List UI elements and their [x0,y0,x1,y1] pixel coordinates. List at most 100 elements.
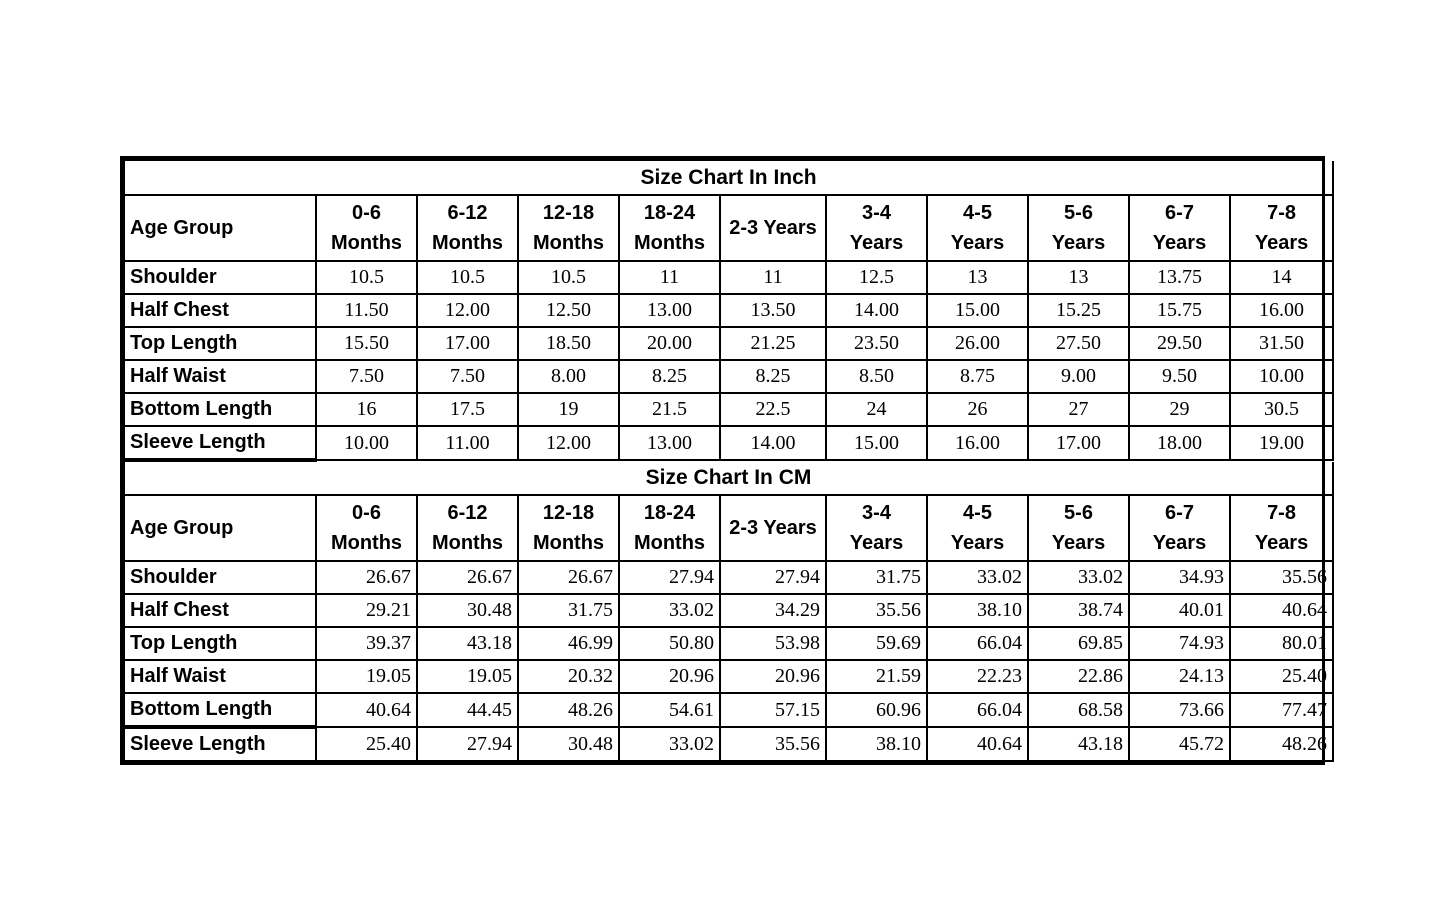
table-cell: 8.25 [618,359,721,394]
table-row: Half Chest 29.21 30.48 31.75 33.02 34.29 35.56… [123,593,1335,628]
size-chart-sheet: Size Chart In Inch Age Group 0-6 Months 6-1… [120,156,1335,765]
table-cell: 13 [1027,260,1130,295]
column-header-line: 3-4 [862,502,891,524]
table-cell: 73.66 [1128,692,1231,728]
table-cell: 46.99 [517,626,620,661]
column-header-line: 6-12 [447,202,488,224]
row-label: Bottom Length [123,392,317,427]
table-cell: 35.56 [1228,560,1335,595]
size-chart-cm-table: Size Chart In CM Age Group 0-6 Months 6-12 M… [122,462,1335,762]
column-header: 0-6 Months [315,194,418,262]
row-label: Bottom Length [123,692,317,729]
table-row: Top Length 15.50 17.00 18.50 20.00 21.25 23.50… [123,326,1335,361]
table-cell: 16.00 [926,425,1029,461]
table-cell: 19.05 [315,659,418,694]
table-cell: 27.50 [1027,326,1130,361]
corner-label: Age Group [123,494,317,562]
table-cell: 21.25 [719,326,827,361]
column-header-line: Years [1152,232,1207,254]
table-cell: 29 [1128,392,1231,427]
table-cell: 16 [315,392,418,427]
table-cell: 24 [825,392,928,427]
column-header-line: Months [532,232,605,254]
table-cell: 23.50 [825,326,928,361]
column-header-line: 7-8 [1267,202,1296,224]
column-header-line: Years [950,232,1005,254]
table-cell: 43.18 [1027,726,1130,762]
column-header-line: 12-18 [542,502,595,524]
row-label: Half Chest [123,593,317,628]
row-label: Half Waist [123,659,317,694]
row-label: Half Chest [123,293,317,328]
table-cell: 44.45 [416,692,519,728]
table-cell: 10.5 [315,260,418,295]
table-cell: 19.00 [1228,425,1335,461]
row-label: Top Length [123,626,317,661]
table-cell: 20.96 [618,659,721,694]
table-cell: 68.58 [1027,692,1130,728]
row-label: Shoulder [123,260,317,295]
table-cell: 38.74 [1027,593,1130,628]
column-header-line: Months [633,232,706,254]
table-cell: 17.00 [416,326,519,361]
column-header-line: 0-6 [352,202,381,224]
column-header: 7-8 Years [1228,494,1335,562]
table-cell: 34.93 [1128,560,1231,595]
table-cell: 48.26 [1228,726,1335,762]
column-header: 0-6 Months [315,494,418,562]
title-row: Size Chart In CM [122,462,1335,496]
table-cell: 11.00 [416,425,519,461]
table-cell: 38.10 [825,726,928,762]
table-cell: 33.02 [618,726,721,762]
column-header-line: 5-6 [1064,502,1093,524]
header-row: Age Group 0-6 Months 6-12 Months 12-18 Months 1… [123,194,1335,262]
table-cell: 35.56 [719,726,827,762]
table-row: Bottom Length 40.64 44.45 48.26 54.61 57.15 60… [123,692,1335,729]
table-cell: 12.00 [416,293,519,328]
table-row: Half Waist 19.05 19.05 20.32 20.96 20.96 21.59… [123,659,1335,694]
column-header-line: 7-8 [1267,502,1296,524]
column-header-line: Years [849,232,904,254]
table-cell: 45.72 [1128,726,1231,762]
table-cell: 16.00 [1228,293,1335,328]
table-row: Sleeve Length 25.40 27.94 30.48 33.02 35.56 38… [123,726,1335,762]
column-header-line: Months [330,232,403,254]
column-header: 12-18 Months [517,194,620,262]
table-cell: 26.67 [315,560,418,595]
row-label: Sleeve Length [123,425,317,462]
column-header-line: Years [849,532,904,554]
table-cell: 12.00 [517,425,620,461]
table-cell: 50.80 [618,626,721,661]
table-cell: 26 [926,392,1029,427]
table-cell: 18.50 [517,326,620,361]
table-row: Shoulder 26.67 26.67 26.67 27.94 27.94 31.75 33… [123,560,1335,595]
table-cell: 20.96 [719,659,827,694]
table-row: Bottom Length 16 17.5 19 21.5 22.5 24 26 27 29 30.… [123,392,1335,427]
column-header-line: 4-5 [963,502,992,524]
table-cell: 13.75 [1128,260,1231,295]
table-cell: 30.48 [416,593,519,628]
column-header: 5-6 Years [1027,494,1130,562]
table-cell: 22.5 [719,392,827,427]
table-cell: 13.50 [719,293,827,328]
size-chart-inch-table: Size Chart In Inch Age Group 0-6 Months 6-1… [122,161,1335,462]
table-cell: 40.64 [926,726,1029,762]
table-cell: 34.29 [719,593,827,628]
column-header-line: 0-6 [352,502,381,524]
table-cell: 15.25 [1027,293,1130,328]
column-header-line: 6-12 [447,502,488,524]
column-header-line: 6-7 [1165,202,1194,224]
column-header: 7-8 Years [1228,194,1335,262]
row-label: Half Waist [123,359,317,394]
table-cell: 17.00 [1027,425,1130,461]
table-cell: 17.5 [416,392,519,427]
table-cell: 27.94 [416,726,519,762]
table-row: Half Waist 7.50 7.50 8.00 8.25 8.25 8.50 8.75 9.… [123,359,1335,394]
column-header: 18-24 Months [618,194,721,262]
table-cell: 66.04 [926,692,1029,728]
table-cell: 13.00 [618,293,721,328]
table-cell: 48.26 [517,692,620,728]
table-cell: 13.00 [618,425,721,461]
table-cell: 66.04 [926,626,1029,661]
table-cell: 19.05 [416,659,519,694]
